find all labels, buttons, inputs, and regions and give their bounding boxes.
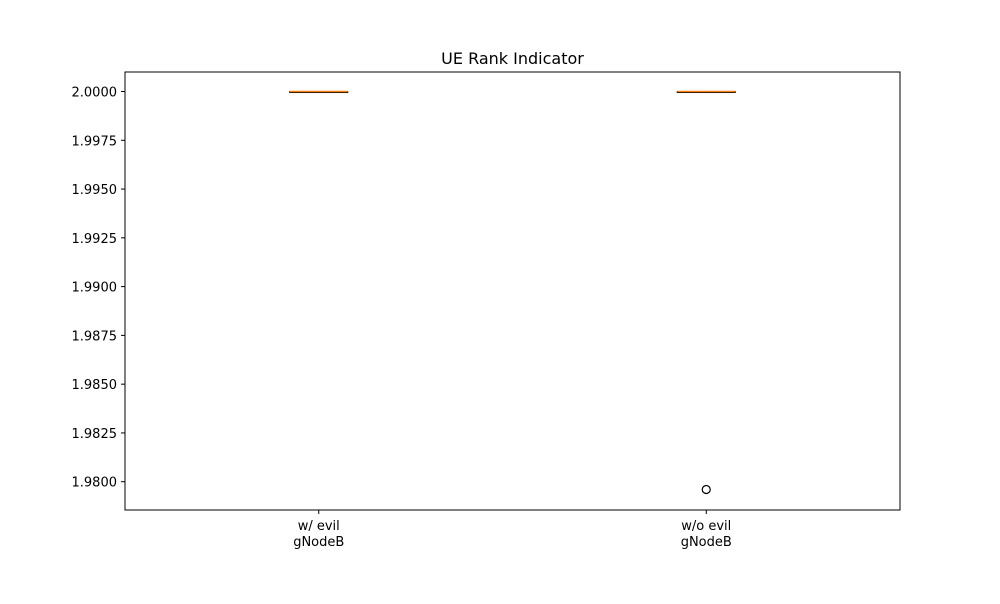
plot-area: 1.9800 1.9825 1.9850 1.9875 1.9900 1.9925 1.99…	[72, 71, 901, 550]
y-tick-label: 1.9825	[72, 427, 118, 442]
y-tick-label: 1.9900	[72, 281, 118, 296]
chart-title: UE Rank Indicator	[441, 49, 584, 68]
y-tick-label: 1.9800	[72, 476, 118, 491]
x-tick-label: w/ evil	[298, 519, 340, 534]
outlier-point	[701, 484, 711, 495]
y-tick-label: 2.0000	[72, 86, 118, 101]
y-tick-label: 1.9875	[72, 329, 118, 344]
x-tick-label: w/o evil	[681, 519, 731, 534]
x-tick-label: gNodeB	[293, 535, 344, 550]
axes-frame	[124, 71, 901, 511]
y-tick-label: 1.9950	[72, 183, 118, 198]
x-tick-label: gNodeB	[681, 535, 732, 550]
y-tick-label: 1.9850	[72, 378, 118, 393]
y-tick-label: 1.9975	[72, 134, 118, 149]
y-tick-label: 1.9925	[72, 232, 118, 247]
